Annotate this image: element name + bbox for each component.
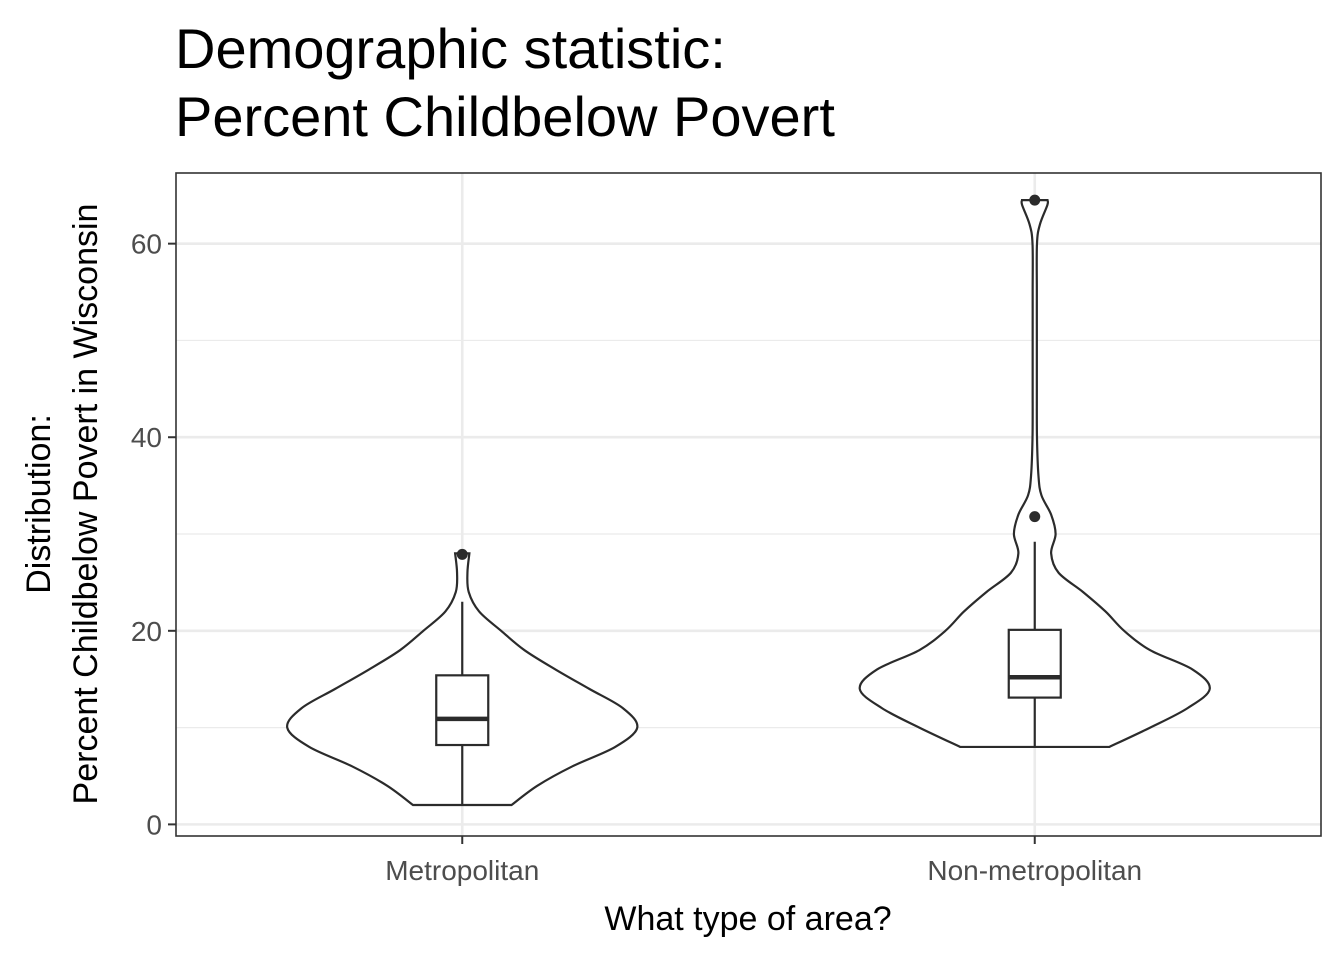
x-tick-label: Metropolitan <box>385 855 539 886</box>
box-iqr <box>1007 628 1062 699</box>
y-tick-label: 0 <box>146 809 162 840</box>
x-tick-label: Non-metropolitan <box>927 855 1142 886</box>
violin-non-metropolitan <box>858 194 1211 749</box>
box-iqr <box>435 674 490 747</box>
violins <box>286 194 1211 807</box>
y-tick-label: 20 <box>131 616 162 647</box>
outlier-point <box>1029 194 1041 206</box>
y-axis-title-line-2: Percent Childbelow Povert in Wisconsin <box>67 204 105 805</box>
violin-outline <box>858 199 1211 749</box>
y-axis-title-line-1: Distribution: <box>20 414 58 594</box>
outlier-point <box>1029 511 1041 523</box>
y-tick-label: 60 <box>131 229 162 260</box>
chart-title-line-2: Percent Childbelow Povert <box>175 85 835 148</box>
y-tick-label: 40 <box>131 422 162 453</box>
axes: 0 20 40 60 Metropolitan Non-metropolitan <box>131 229 1142 886</box>
outlier-point <box>456 548 468 560</box>
violin-metropolitan <box>286 548 639 807</box>
x-axis-title: What type of area? <box>604 900 891 938</box>
chart-title-line-1: Demographic statistic: <box>175 17 726 80</box>
plot-panel-border <box>175 172 1322 837</box>
